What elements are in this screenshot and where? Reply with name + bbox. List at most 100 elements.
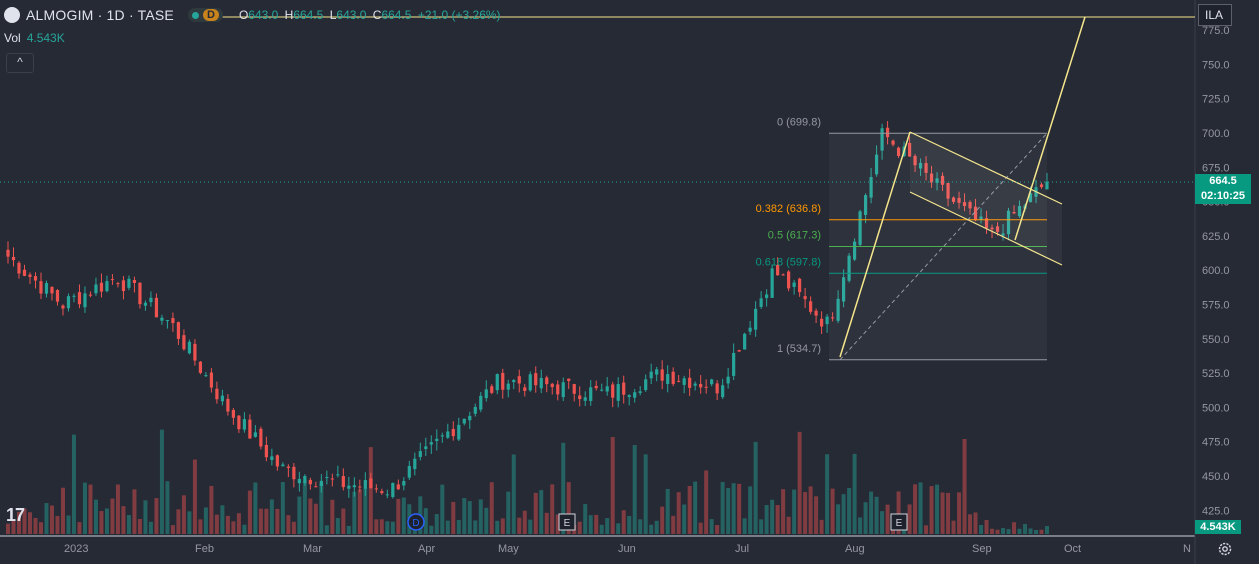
volume-bar <box>682 504 687 534</box>
price-axis-label: 700.0 <box>1202 128 1230 140</box>
volume-bar <box>715 525 720 534</box>
volume-bar <box>385 521 390 534</box>
candle-body <box>765 294 769 299</box>
candle-body <box>83 293 87 308</box>
candle-body <box>380 491 384 494</box>
time-axis-label: Sep <box>972 543 992 555</box>
volume-bar <box>203 507 208 534</box>
candle-body <box>792 282 796 287</box>
candle-body <box>721 385 725 398</box>
candle-body <box>820 318 824 327</box>
volume-bar <box>1028 528 1033 534</box>
candle-body <box>88 294 93 296</box>
time-axis-label: Mar <box>303 543 322 555</box>
candle-body <box>528 374 532 391</box>
volume-bar <box>885 504 890 534</box>
price-axis-label: 625.0 <box>1202 231 1230 243</box>
volume-bar <box>605 518 610 534</box>
tradingview-logo[interactable]: 17 <box>6 505 25 525</box>
event-marker-label: E <box>896 518 903 529</box>
volume-bar <box>104 508 109 534</box>
candle-body <box>457 424 461 440</box>
volume-bar <box>6 523 10 534</box>
last-price-tag: 664.5 02:10:25 <box>1195 174 1251 204</box>
candle-body <box>825 316 829 325</box>
candle-body <box>66 296 71 309</box>
volume-bar <box>671 515 676 534</box>
candle-body <box>121 280 126 292</box>
volume-bar <box>132 489 137 534</box>
candle-body <box>512 380 516 383</box>
candle-body <box>451 428 455 437</box>
candle-body <box>143 302 148 306</box>
volume-bar <box>863 502 868 534</box>
price-axis-label: 475.0 <box>1202 437 1230 449</box>
candle-body <box>913 155 917 166</box>
candle-body <box>28 274 32 277</box>
open-label: O <box>238 8 249 22</box>
volume-bar <box>781 489 786 534</box>
volume-bar <box>396 498 401 534</box>
candle-body <box>292 466 296 480</box>
candle-body <box>847 255 851 281</box>
volume-bar <box>687 485 692 534</box>
volume-bar <box>990 528 995 534</box>
candle-body <box>297 478 301 484</box>
volume-bar <box>275 508 280 534</box>
candle-body <box>319 480 323 486</box>
candle-body <box>308 479 312 485</box>
candle-body <box>275 455 279 467</box>
volume-bar <box>148 521 153 534</box>
currency-selector[interactable]: ILA <box>1198 4 1232 26</box>
volume-bar <box>489 482 494 534</box>
candle-body <box>787 271 791 289</box>
candle-body <box>644 379 648 391</box>
candle-body <box>682 378 686 385</box>
volume-bar <box>825 454 830 534</box>
market-status-badge[interactable]: D <box>187 8 223 22</box>
volume-bar <box>555 514 560 534</box>
volume-bar <box>88 484 93 534</box>
volume-value: 4.543K <box>26 31 65 45</box>
volume-label[interactable]: Vol <box>4 31 21 45</box>
volume-bar <box>66 515 71 534</box>
candle-body <box>248 419 252 439</box>
candle-body <box>671 371 675 384</box>
volume-bar <box>280 481 285 534</box>
candle-body <box>896 147 901 156</box>
collapse-legend-button[interactable]: ^ <box>6 53 34 73</box>
settings-gear-icon[interactable] <box>1217 541 1233 557</box>
volume-bar <box>71 434 76 534</box>
channel-upper-line <box>909 131 1063 205</box>
candle-body <box>473 406 477 414</box>
symbol-title[interactable]: ALMOGIM · 1D · TASE <box>26 7 174 23</box>
candlestick-series <box>6 121 1049 499</box>
candle-body <box>462 418 466 424</box>
volume-bar <box>698 522 703 534</box>
volume-bar <box>660 506 665 534</box>
market-open-dot-icon <box>191 11 199 19</box>
candle-body <box>116 283 120 285</box>
volume-bar <box>632 445 637 534</box>
candle-body <box>314 486 318 488</box>
candle-body <box>490 386 494 393</box>
volume-bar <box>346 525 351 534</box>
candle-body <box>737 350 741 352</box>
volume-bar <box>962 439 967 534</box>
volume-bar <box>500 518 505 534</box>
volume-bar <box>654 520 659 534</box>
volume-bar <box>544 512 549 534</box>
candle-body <box>341 476 345 488</box>
candle-body <box>754 308 758 330</box>
close-value: 664.5 <box>381 8 412 22</box>
candle-body <box>622 382 626 395</box>
time-axis-label: Aug <box>845 543 865 555</box>
candle-body <box>198 361 203 373</box>
volume-bar <box>324 525 329 534</box>
price-axis-label: 575.0 <box>1202 300 1230 312</box>
volume-bar <box>423 508 428 534</box>
volume-bar <box>880 511 885 534</box>
candle-body <box>154 297 159 318</box>
candle-body <box>396 484 400 490</box>
